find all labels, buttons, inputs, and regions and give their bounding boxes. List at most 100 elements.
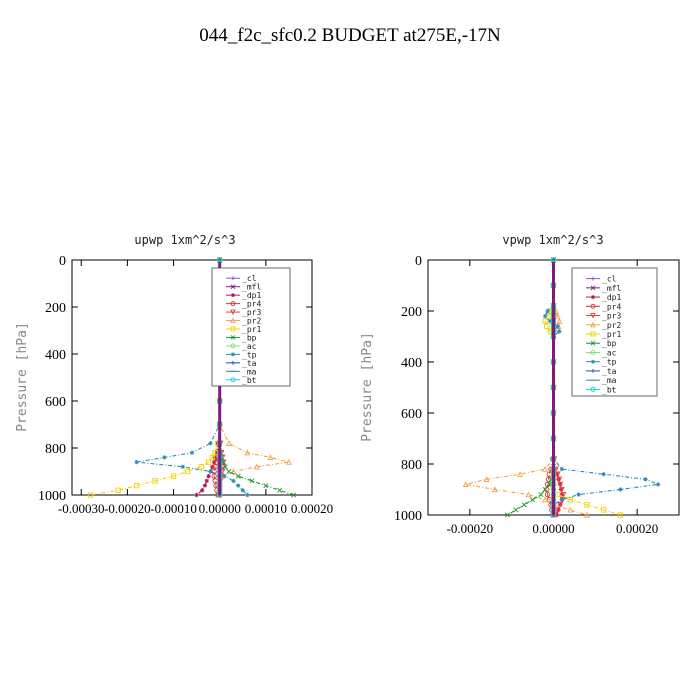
- upwp-panel: upwp 1xm^2/s^3 Pressure [hPa] 0 200 400 600…: [15, 233, 333, 516]
- vpwp-ytick-label: 800: [401, 458, 422, 473]
- upwp-legend-marker: [230, 301, 236, 307]
- vpwp-point-dp1: [554, 512, 560, 518]
- vpwp-point-tp: [555, 324, 560, 329]
- vpwp-point-pr2: [554, 312, 561, 319]
- vpwp-legend-label: _pr1: [602, 330, 621, 339]
- vpwp-point-bp: [542, 486, 548, 493]
- vpwp-legend-label: _bp: [602, 339, 617, 348]
- vpwp-point-pr3: [554, 507, 561, 514]
- vpwp-legend-label: _tp: [602, 358, 617, 367]
- vpwp-legend-marker: [590, 350, 596, 355]
- vpwp-point-pr1: [584, 502, 590, 508]
- vpwp-point-tp: [547, 319, 553, 324]
- vpwp-point-pr2: [517, 470, 523, 477]
- upwp-legend-marker: [230, 317, 236, 323]
- upwp-xtick-label: 0.00010: [245, 501, 287, 516]
- upwp-point-pr2: [253, 463, 260, 470]
- upwp-ytick-label: 600: [45, 395, 66, 410]
- upwp-legend-label: _pr4: [242, 300, 261, 309]
- vpwp-point-bp: [530, 497, 536, 503]
- upwp-point-pr1: [87, 492, 94, 498]
- upwp-point-tp: [189, 450, 195, 455]
- upwp-point-pr1: [205, 459, 212, 465]
- vpwp-series-line-pr2: [465, 260, 588, 516]
- vpwp-point-tp: [559, 466, 565, 472]
- vpwp-point-bp: [504, 512, 511, 518]
- vpwp-point-pr3: [557, 481, 564, 488]
- upwp-point-tp: [240, 488, 245, 493]
- vpwp-point-pr3: [560, 491, 567, 498]
- upwp-xtick-label: -0.00010: [150, 501, 197, 516]
- vpwp-point-bp: [521, 502, 527, 508]
- upwp-legend-label: _mfl: [242, 283, 261, 292]
- upwp-point-tp: [235, 483, 241, 488]
- upwp-legend-label: _cl: [242, 274, 257, 283]
- vpwp-legend: _cl_mfl_dp1_pr4_pr3_pr2_pr1_bp_ac_tp_ta_…: [571, 267, 658, 397]
- upwp-legend-label: _pr2: [242, 317, 261, 326]
- vpwp-legend-marker: [590, 321, 596, 328]
- upwp-ytick-label: 800: [45, 442, 66, 457]
- vpwp-series-line-bp: [507, 260, 555, 516]
- vpwp-point-tp: [576, 492, 581, 497]
- upwp-legend-label: _dp1: [242, 291, 261, 300]
- upwp-legend-label: _bp: [242, 333, 257, 342]
- vpwp-legend-label: _mfl: [602, 284, 621, 293]
- upwp-ytick-label: 200: [45, 301, 66, 316]
- upwp-point-tp: [245, 492, 250, 498]
- upwp-point-tp: [231, 478, 236, 484]
- vpwp-point-dp1: [559, 492, 565, 497]
- upwp-legend-marker: [231, 276, 235, 281]
- upwp-point-bp: [291, 492, 297, 498]
- upwp-point-tp: [208, 469, 213, 474]
- upwp-point-bp: [226, 468, 232, 475]
- vpwp-point-pr1: [542, 318, 548, 324]
- upwp-point-pr1: [184, 468, 191, 475]
- upwp-ytick-label: 1000: [38, 489, 66, 504]
- vpwp-legend-marker: [591, 295, 595, 300]
- vpwp-point-pr3: [554, 471, 561, 478]
- upwp-point-bp: [222, 464, 228, 470]
- vpwp-ytick-label: 0: [415, 254, 422, 269]
- upwp-point-bp: [235, 473, 241, 479]
- vpwp-legend-label: _ac: [602, 348, 617, 357]
- upwp-legend-marker: [231, 352, 235, 357]
- vpwp-point-pr2: [584, 511, 590, 518]
- vpwp-panel-title: vpwp 1xm^2/s^3: [502, 233, 603, 247]
- vpwp-legend-marker: [591, 276, 595, 281]
- vpwp-legend-label: _pr2: [602, 321, 621, 330]
- vpwp-legend-marker: [590, 340, 596, 346]
- upwp-point-pr2: [225, 440, 232, 446]
- upwp-y-axis-label: Pressure [hPa]: [15, 322, 30, 432]
- vpwp-point-pr3: [557, 502, 564, 509]
- vpwp-legend-marker: [591, 368, 595, 373]
- vpwp-legend-label: _bt: [602, 385, 617, 394]
- upwp-legend-label: _ma: [242, 367, 257, 376]
- upwp-point-pr1: [198, 464, 204, 470]
- vpwp-ytick-label: 600: [401, 407, 422, 422]
- upwp-point-dp1: [204, 478, 209, 484]
- upwp-xtick-label: 0.00000: [199, 501, 241, 516]
- vpwp-point-pr2: [556, 317, 563, 324]
- vpwp-point-pr1: [601, 507, 607, 513]
- upwp-legend-marker: [231, 360, 235, 365]
- vpwp-xtick-label: -0.00020: [447, 521, 494, 536]
- vpwp-point-tp: [601, 472, 606, 477]
- upwp-point-bp: [249, 478, 255, 484]
- vpwp-point-pr2: [462, 481, 469, 488]
- upwp-plot-area: 0 200 400 600 800 1000-0.00030 -0.00020 -0.0001…: [38, 254, 333, 516]
- vpwp-point-tp: [557, 329, 562, 334]
- vpwp-point-tp: [618, 487, 623, 492]
- vpwp-point-pr2: [542, 496, 549, 503]
- upwp-point-pr1: [133, 482, 140, 489]
- vpwp-legend-label: _dp1: [602, 293, 621, 302]
- upwp-point-tp: [162, 455, 167, 460]
- upwp-legend-marker: [230, 377, 236, 383]
- upwp-point-pr1: [152, 478, 158, 484]
- upwp-legend-marker: [230, 309, 236, 316]
- vpwp-point-pr2: [492, 486, 498, 493]
- upwp-legend-box: [211, 267, 291, 387]
- vpwp-point-pr2: [567, 506, 574, 513]
- upwp-point-pr1: [209, 454, 215, 461]
- vpwp-point-tp: [643, 477, 648, 482]
- upwp-point-pr2: [244, 449, 251, 456]
